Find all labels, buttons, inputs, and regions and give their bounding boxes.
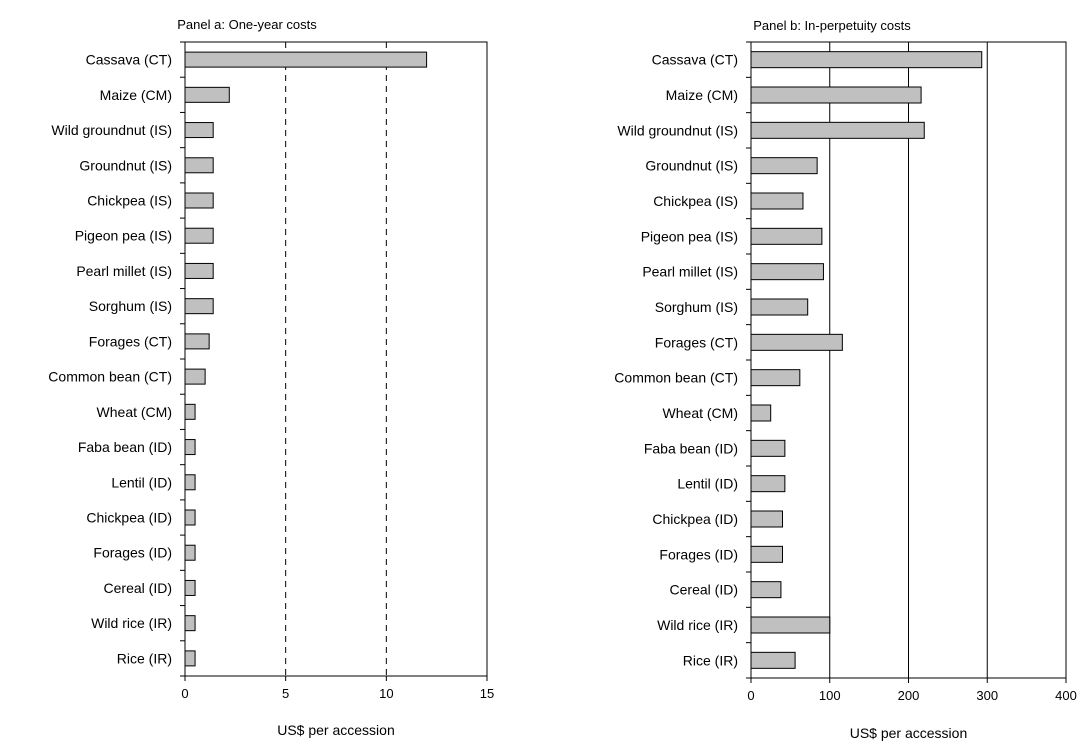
panel-b-category-label: Cereal (ID) [670, 582, 738, 598]
panel-b-bar [750, 616, 831, 634]
panel-b-bar [750, 192, 804, 210]
panel-b-bar [750, 121, 925, 139]
panel-b-bar [750, 86, 922, 104]
panel-b-category-label: Wheat (CM) [663, 405, 738, 421]
panel-b-bar [750, 439, 786, 457]
panel-b-bar [750, 157, 818, 175]
panel-a-category-label: Rice (IR) [117, 650, 172, 666]
panel-a-category-label: Pigeon pea (IS) [75, 228, 172, 244]
panel-a-category-label: Maize (CM) [100, 87, 172, 103]
panel-a-bar [184, 227, 214, 244]
panel-b-bar [750, 51, 983, 69]
panel-b-category-label: Groundnut (IS) [645, 158, 738, 174]
panel-b-title: Panel b: In-perpetuity costs [753, 18, 911, 33]
panel-b-x-tick-label: 200 [898, 688, 920, 703]
panel-a-category-label: Cereal (ID) [104, 580, 172, 596]
panel-a-category-label: Chickpea (ID) [86, 510, 172, 526]
panel-a-category-label: Wheat (CM) [97, 404, 172, 420]
panel-a-category-label: Wild rice (IR) [91, 615, 172, 631]
panel-b-category-label: Maize (CM) [666, 87, 738, 103]
panel-a-category-label: Chickpea (IS) [87, 193, 172, 209]
panel-a-category-label: Groundnut (IS) [79, 157, 172, 173]
panel-b-category-label: Pearl millet (IS) [642, 264, 738, 280]
panel-b-x-tick-label: 400 [1055, 688, 1077, 703]
panel-b-bar [750, 369, 801, 387]
panel-a-category-label: Pearl millet (IS) [76, 263, 172, 279]
panel-a-bar [184, 192, 214, 209]
panel-a-category-label: Cassava (CT) [86, 52, 172, 68]
panel-b-bar [750, 581, 782, 599]
panel-b-x-tick-label: 0 [747, 688, 754, 703]
panel-b-category-label: Chickpea (IS) [653, 193, 738, 209]
panel-a-x-axis-label: US$ per accession [277, 722, 395, 738]
panel-a-bar [184, 509, 196, 526]
panel-a-bar [184, 298, 214, 315]
panel-b-bar [750, 227, 823, 245]
panel-b-category-label: Wild rice (IR) [657, 617, 738, 633]
panel-b-category-label: Faba bean (ID) [644, 440, 738, 456]
panel-a-bar [184, 122, 214, 139]
panel-b-bar [750, 298, 809, 316]
panel-a-x-tick-label: 10 [379, 686, 393, 701]
panel-a-x-tick-label: 15 [480, 686, 494, 701]
panel-a-category-label: Forages (CT) [89, 333, 172, 349]
panel-a-x-tick-label: 5 [282, 686, 289, 701]
panel-a-bar [184, 51, 428, 68]
panel-a-bar [184, 262, 214, 279]
panel-a-bar [184, 544, 196, 561]
panel-a-bar [184, 333, 210, 350]
panel-b-category-label: Pigeon pea (IS) [641, 228, 738, 244]
panel-a-bar [184, 579, 196, 596]
panel-b-x-tick-label: 300 [976, 688, 998, 703]
panel-b-x-axis-label: US$ per accession [850, 725, 968, 741]
panel-b-category-label: Common bean (CT) [614, 370, 738, 386]
panel-b-category-label: Lentil (ID) [677, 476, 738, 492]
panel-b-bar [750, 333, 843, 351]
panel-b-bar [750, 545, 783, 563]
panel-b-category-label: Forages (ID) [659, 546, 738, 562]
panel-a-plot-frame [184, 41, 488, 677]
panel-b-x-tick-label: 100 [819, 688, 841, 703]
panel-a-category-label: Sorghum (IS) [89, 298, 172, 314]
panel-b-bar [750, 651, 796, 669]
panel-b-category-label: Chickpea (ID) [652, 511, 738, 527]
panel-a-category-label: Common bean (CT) [48, 369, 172, 385]
panel-b-category-label: Sorghum (IS) [655, 299, 738, 315]
panel-b-bar [750, 510, 783, 528]
panel-b-category-label: Forages (CT) [655, 334, 738, 350]
panel-a-bar [184, 474, 196, 491]
panel-a-bar [184, 615, 196, 632]
panel-b-category-label: Rice (IR) [683, 652, 738, 668]
panel-a-bar [184, 403, 196, 420]
panel-b-category-label: Cassava (CT) [652, 52, 738, 68]
panel-b-bar [750, 404, 772, 422]
panel-a-category-label: Wild groundnut (IS) [51, 122, 172, 138]
panel-a-bar [184, 650, 196, 667]
panel-a-bar [184, 86, 230, 103]
panel-a-x-tick-label: 0 [181, 686, 188, 701]
panel-b-bar [750, 475, 786, 493]
panel-a-category-label: Lentil (ID) [111, 474, 172, 490]
panel-a-bar [184, 368, 206, 385]
panel-b-bar [750, 263, 824, 281]
panel-b-category-label: Wild groundnut (IS) [617, 122, 738, 138]
panel-a-category-label: Forages (ID) [93, 545, 172, 561]
panel-a-category-label: Faba bean (ID) [78, 439, 172, 455]
panel-a-title: Panel a: One-year costs [177, 17, 317, 32]
panel-a-bar [184, 439, 196, 456]
panel-a-bar [184, 157, 214, 174]
